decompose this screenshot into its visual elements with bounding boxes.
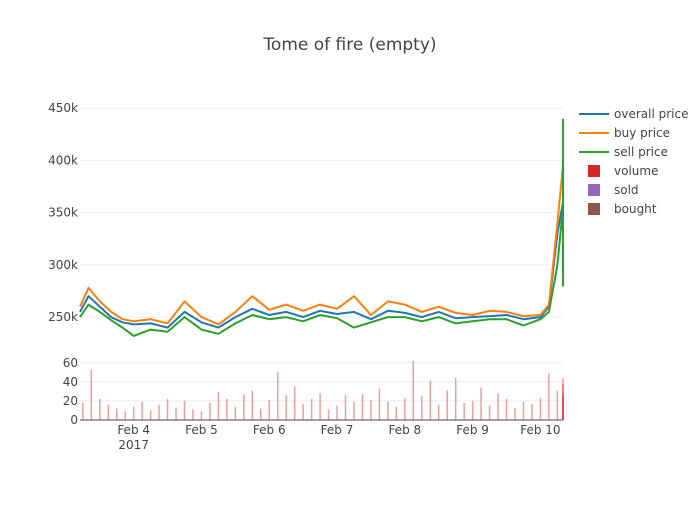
legend-item-bought[interactable]: bought xyxy=(588,202,657,216)
x-tick-label: Feb 10 xyxy=(520,423,560,437)
legend-item-buy[interactable]: buy price xyxy=(579,126,670,140)
x-tick-label: Feb 6 xyxy=(253,423,286,437)
price-tick-label: 400k xyxy=(48,153,78,167)
legend-label: overall price xyxy=(614,107,688,121)
x-tick-label: Feb 9 xyxy=(456,423,489,437)
volume-bars xyxy=(82,360,564,420)
legend-label: sell price xyxy=(614,145,668,159)
legend-label: volume xyxy=(614,164,658,178)
legend: overall price buy price sell price volume so… xyxy=(579,107,688,216)
legend-item-sell[interactable]: sell price xyxy=(579,145,668,159)
x-tick-label: Feb 5 xyxy=(185,423,218,437)
x-tick-label: Feb 4 xyxy=(117,423,150,437)
price-tick-label: 250k xyxy=(48,310,78,324)
legend-item-overall[interactable]: overall price xyxy=(579,107,688,121)
series-line-buy xyxy=(79,164,564,326)
chart-title: Tome of fire (empty) xyxy=(262,35,436,55)
volume-tick-label: 40 xyxy=(63,375,78,389)
volume-tick-label: 0 xyxy=(70,413,78,427)
x-tick-label: Feb 8 xyxy=(388,423,421,437)
y-tick-labels: 250k 300k 350k 400k 450k 0 20 40 60 xyxy=(48,101,78,427)
series-line-sell xyxy=(79,118,564,337)
x-tick-sublabel: 2017 xyxy=(118,438,149,452)
legend-label: sold xyxy=(614,183,639,197)
legend-swatch-bought xyxy=(588,203,600,215)
legend-item-sold[interactable]: sold xyxy=(588,183,639,197)
legend-item-volume[interactable]: volume xyxy=(588,164,658,178)
price-tick-label: 300k xyxy=(48,258,78,272)
price-tick-label: 450k xyxy=(48,101,78,115)
volume-tick-label: 60 xyxy=(63,356,78,370)
price-lines xyxy=(79,118,564,337)
legend-swatch-sold xyxy=(588,184,600,196)
legend-swatch-volume xyxy=(588,165,600,177)
legend-label: buy price xyxy=(614,126,670,140)
x-tick-label: Feb 7 xyxy=(321,423,354,437)
price-tick-label: 350k xyxy=(48,206,78,220)
volume-tick-label: 20 xyxy=(63,394,78,408)
volume-gridlines xyxy=(80,362,563,421)
legend-label: bought xyxy=(614,202,657,216)
